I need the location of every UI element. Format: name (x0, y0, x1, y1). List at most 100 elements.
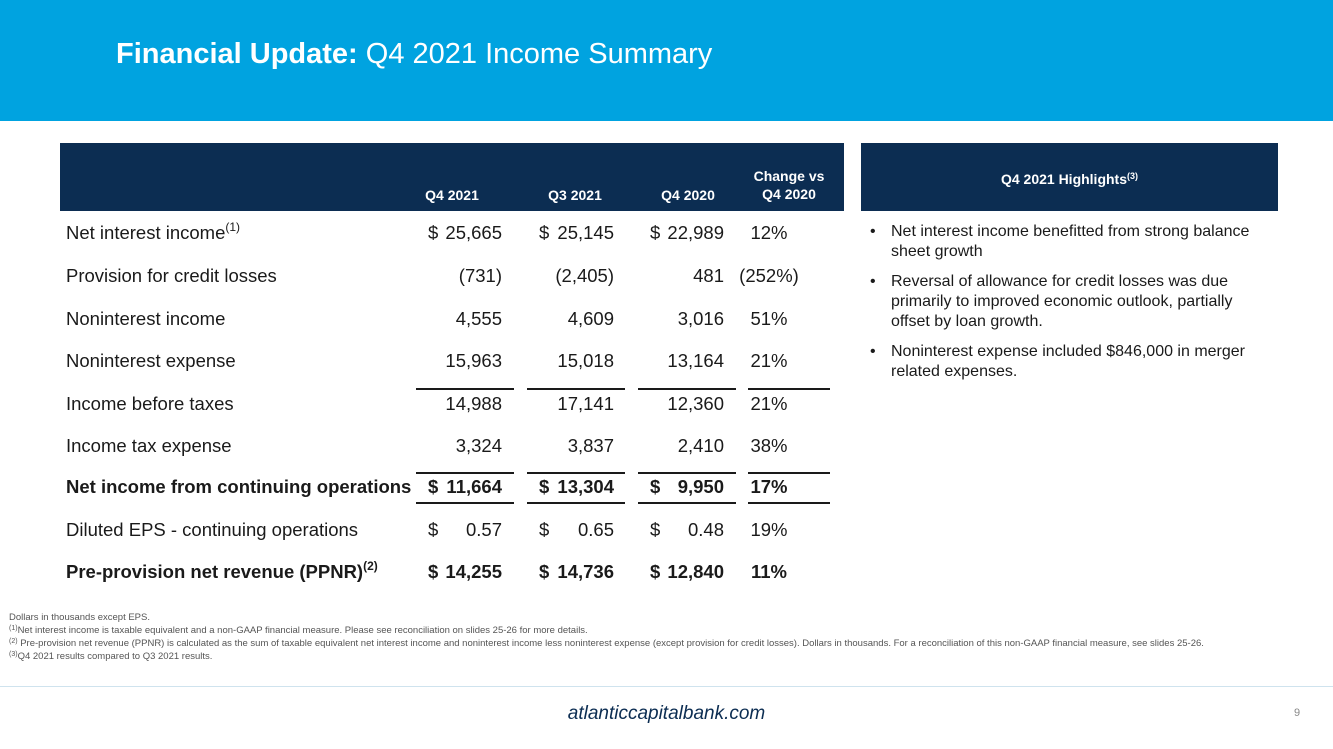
cell-change: 17% (750, 476, 788, 497)
footnotes: Dollars in thousands except EPS. (1)Net … (9, 611, 1299, 663)
cell-q3-2021: 13,304 (557, 476, 614, 497)
row-label: Net interest income(1) (66, 220, 241, 244)
cell-q3-2021: 15,018 (557, 350, 614, 371)
cell-change: 19% (750, 519, 788, 540)
table-row: Noninterest income 4,555 4,609 3,016 51% (66, 308, 846, 338)
table-row: Diluted EPS - continuing operations $0.57… (66, 519, 846, 549)
subtotal-rule-q3-2021 (527, 388, 625, 390)
currency-symbol: $ (650, 476, 661, 497)
page-title: Financial Update: Q4 2021 Income Summary (116, 38, 712, 71)
cell-q4-2020: 12,360 (667, 393, 724, 414)
row-label-text: Provision for credit losses (66, 265, 277, 286)
highlight-text: Noninterest expense included $846,000 in… (891, 343, 1246, 380)
highlights-header: Q4 2021 Highlights(3) (861, 143, 1278, 211)
footer-divider (0, 686, 1333, 687)
footnote-3: (3)Q4 2021 results compared to Q3 2021 r… (9, 650, 1299, 663)
footnote-3-text: Q4 2021 results compared to Q3 2021 resu… (17, 651, 213, 662)
currency-symbol: $ (428, 476, 439, 497)
cell-q4-2020: 3,016 (677, 308, 724, 329)
subtotal-rule-q4-2021 (416, 388, 514, 390)
currency-symbol: $ (650, 561, 661, 582)
row-label-text: Income before taxes (66, 393, 234, 414)
cell-change: 38% (750, 435, 788, 456)
row-label-text: Diluted EPS - continuing operations (66, 519, 359, 540)
header-banner: Financial Update: Q4 2021 Income Summary (0, 0, 1333, 121)
row-label-sup: (2) (363, 559, 378, 573)
table-header: Q4 2021 Q3 2021 Q4 2020 Change vs Q4 202… (60, 143, 844, 211)
cell-q3-2021: 4,609 (567, 308, 614, 329)
footnote-units: Dollars in thousands except EPS. (9, 612, 150, 623)
table-row: Net income from continuing operations $11… (66, 476, 846, 506)
highlight-text: Net interest income benefitted from stro… (891, 223, 1250, 260)
cell-q4-2021: 14,988 (445, 393, 502, 414)
row-label: Net income from continuing operations (66, 476, 411, 498)
footnote-1: (1)Net interest income is taxable equiva… (9, 624, 1299, 637)
row-label: Income before taxes (66, 393, 234, 415)
cell-q4-2021: 25,665 (445, 222, 502, 243)
col-header-q4-2021: Q4 2021 (425, 187, 479, 203)
col-header-change-line2: Q4 2020 (762, 186, 816, 202)
currency-symbol: $ (539, 476, 550, 497)
table-row: Pre-provision net revenue (PPNR)(2) $14,2… (66, 559, 846, 591)
row-label-sup: (1) (225, 220, 241, 234)
highlight-text: Reversal of allowance for credit losses … (891, 273, 1233, 330)
cell-q3-2021: 3,837 (567, 435, 614, 456)
cell-q4-2020: 12,840 (667, 561, 724, 582)
currency-symbol: $ (539, 561, 550, 582)
col-header-q4-2020: Q4 2020 (661, 187, 715, 203)
currency-symbol: $ (428, 222, 439, 243)
cell-q4-2021: 0.57 (465, 519, 502, 540)
footer-website-link[interactable]: atlanticcapitalbank.com (567, 703, 766, 724)
footnote-3-marker: (3) (9, 651, 18, 658)
total-top-rule-q3-2021 (527, 472, 625, 474)
table-row: Net interest income(1) $25,665 $25,145 $22,… (66, 220, 846, 252)
page-number: 9 (1294, 707, 1301, 719)
cell-q3-2021: 17,141 (557, 393, 614, 414)
col-header-change-line1: Change vs (753, 168, 825, 184)
cell-change: (252%) (739, 265, 799, 286)
col-header-change: Change vs Q4 2020 (739, 167, 839, 203)
total-top-rule-q4-2021 (416, 472, 514, 474)
row-label: Provision for credit losses (66, 265, 277, 287)
total-top-rule-q4-2020 (638, 472, 736, 474)
cell-change: 21% (750, 393, 788, 414)
footnote-1-marker: (1) (9, 625, 18, 632)
cell-q4-2021: 14,255 (445, 561, 502, 582)
bullet-icon: • (870, 223, 876, 240)
row-label-text: Income tax expense (66, 435, 232, 456)
highlight-item: • Reversal of allowance for credit losses… (870, 272, 1270, 332)
cell-q4-2020: 9,950 (677, 476, 724, 497)
highlights-title: Q4 2021 Highlights(3) (861, 171, 1278, 187)
cell-change: 11% (750, 561, 787, 582)
row-label-text: Pre-provision net revenue (PPNR) (66, 561, 364, 582)
subtotal-rule-change (748, 388, 830, 390)
cell-q3-2021: 25,145 (557, 222, 614, 243)
highlights-title-sup: (3) (1127, 171, 1139, 181)
title-bold: Financial Update: (116, 38, 358, 70)
currency-symbol: $ (650, 222, 661, 243)
cell-q3-2021: (2,405) (555, 265, 614, 286)
cell-q4-2021: 11,664 (446, 476, 502, 497)
table-row: Income before taxes 14,988 17,141 12,360 21% (66, 393, 846, 423)
highlights-title-text: Q4 2021 Highlights (1000, 171, 1128, 187)
cell-q4-2020: 13,164 (667, 350, 724, 371)
total-bottom-rule-change (748, 502, 830, 504)
row-label-text: Net income from continuing operations (66, 476, 412, 497)
total-bottom-rule-q4-2021 (416, 502, 514, 504)
row-label: Noninterest expense (66, 350, 236, 372)
total-bottom-rule-q4-2020 (638, 502, 736, 504)
cell-q4-2020: 0.48 (687, 519, 724, 540)
currency-symbol: $ (428, 519, 439, 540)
title-rest: Q4 2021 Income Summary (357, 38, 713, 70)
cell-change: 21% (750, 350, 788, 371)
footnote-2: (2) Pre-provision net revenue (PPNR) is … (9, 637, 1299, 650)
cell-q4-2020: 22,989 (667, 222, 724, 243)
row-label: Diluted EPS - continuing operations (66, 519, 358, 541)
row-label-text: Net interest income (66, 222, 226, 243)
cell-change: 51% (750, 308, 788, 329)
table-row: Noninterest expense 15,963 15,018 13,164 21% (66, 350, 846, 380)
subtotal-rule-q4-2020 (638, 388, 736, 390)
footnote-2-text: Pre-provision net revenue (PPNR) is calc… (17, 638, 1204, 649)
cell-q3-2021: 14,736 (557, 561, 614, 582)
cell-q4-2021: (731) (458, 265, 502, 286)
